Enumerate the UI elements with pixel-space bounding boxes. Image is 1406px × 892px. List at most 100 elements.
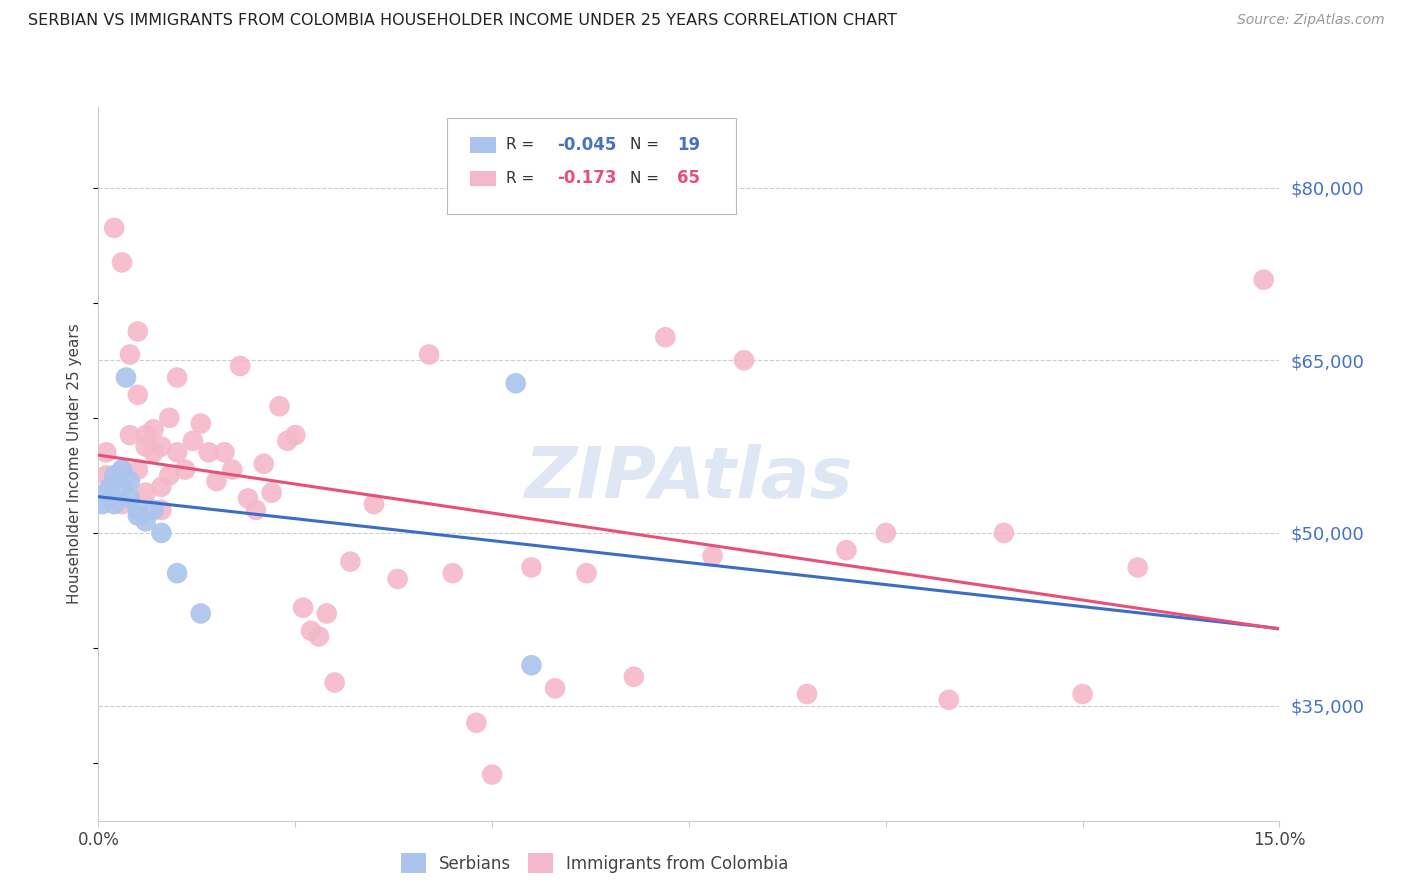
Point [197, 445, 219, 459]
Point [127, 503, 149, 517]
Point [308, 630, 330, 644]
Point [214, 445, 236, 459]
Text: -0.045: -0.045 [557, 136, 616, 153]
Point [142, 445, 165, 459]
Point [993, 525, 1015, 540]
Point [938, 693, 960, 707]
Point [481, 767, 503, 781]
Point [654, 330, 676, 344]
Point [292, 600, 315, 615]
Point [174, 462, 197, 476]
Point [835, 543, 858, 558]
Point [111, 497, 134, 511]
Text: -0.173: -0.173 [557, 169, 616, 187]
Point [284, 428, 307, 442]
Point [190, 417, 212, 431]
Point [236, 491, 259, 506]
Point [118, 474, 141, 488]
Point [544, 681, 567, 696]
Point [115, 370, 138, 384]
Point [135, 440, 157, 454]
Point [505, 376, 527, 391]
Point [387, 572, 409, 586]
Point [229, 359, 252, 373]
Point [103, 468, 125, 483]
Point [135, 485, 157, 500]
Point [166, 445, 188, 459]
Point [253, 457, 276, 471]
Point [1126, 560, 1149, 574]
Point [103, 497, 125, 511]
Point [96, 468, 118, 483]
Point [111, 480, 134, 494]
Point [363, 497, 385, 511]
Point [142, 503, 165, 517]
Point [245, 503, 267, 517]
Point [118, 428, 141, 442]
Text: 65: 65 [678, 169, 700, 187]
Point [135, 428, 157, 442]
Point [702, 549, 724, 563]
Point [127, 508, 149, 523]
Point [520, 560, 543, 574]
Point [339, 555, 361, 569]
Point [166, 370, 188, 384]
Point [135, 515, 157, 529]
Point [465, 715, 488, 730]
Point [441, 566, 464, 581]
Point [111, 255, 134, 269]
Legend: Serbians, Immigrants from Colombia: Serbians, Immigrants from Colombia [394, 847, 794, 880]
Point [221, 462, 243, 476]
Point [276, 434, 298, 448]
Point [323, 675, 346, 690]
Point [150, 525, 173, 540]
Point [1253, 273, 1275, 287]
Point [418, 347, 440, 361]
Point [150, 480, 173, 494]
Point [96, 485, 118, 500]
Point [1071, 687, 1094, 701]
Point [575, 566, 598, 581]
Text: N =: N = [630, 171, 664, 186]
Point [733, 353, 755, 368]
Point [98, 480, 121, 494]
Point [315, 607, 337, 621]
Point [150, 440, 173, 454]
Point [520, 658, 543, 673]
Point [127, 462, 149, 476]
Point [118, 347, 141, 361]
Point [875, 525, 897, 540]
Point [127, 325, 149, 339]
Text: ZIPAtlas: ZIPAtlas [524, 443, 853, 513]
Text: SERBIAN VS IMMIGRANTS FROM COLOMBIA HOUSEHOLDER INCOME UNDER 25 YEARS CORRELATIO: SERBIAN VS IMMIGRANTS FROM COLOMBIA HOUS… [28, 13, 897, 29]
Point [796, 687, 818, 701]
Point [166, 566, 188, 581]
Point [118, 491, 141, 506]
Point [157, 468, 180, 483]
Bar [471, 170, 496, 186]
Point [142, 422, 165, 436]
Point [299, 624, 322, 638]
Point [269, 399, 291, 413]
Text: R =: R = [506, 171, 538, 186]
Point [150, 503, 173, 517]
Point [157, 410, 180, 425]
Point [260, 485, 283, 500]
Text: Source: ZipAtlas.com: Source: ZipAtlas.com [1237, 13, 1385, 28]
Point [91, 497, 114, 511]
Point [111, 462, 134, 476]
Point [205, 474, 228, 488]
Text: 19: 19 [678, 136, 700, 153]
Point [111, 462, 134, 476]
Y-axis label: Householder Income Under 25 years: Householder Income Under 25 years [67, 324, 83, 604]
Point [127, 388, 149, 402]
Point [190, 607, 212, 621]
FancyBboxPatch shape [447, 118, 737, 214]
Point [623, 670, 645, 684]
Bar [471, 137, 496, 153]
Point [181, 434, 204, 448]
Point [96, 445, 118, 459]
Text: R =: R = [506, 137, 538, 153]
Point [103, 220, 125, 235]
Text: N =: N = [630, 137, 664, 153]
